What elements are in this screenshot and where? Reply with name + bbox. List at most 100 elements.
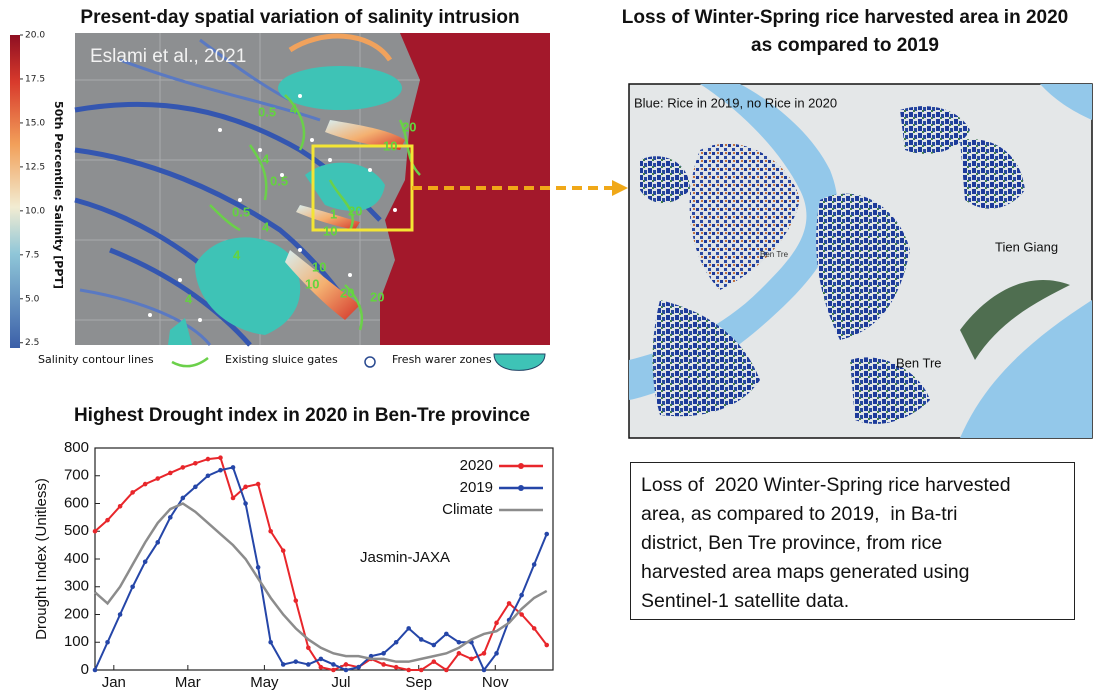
data-point: [130, 490, 135, 495]
data-point: [142, 559, 148, 565]
data-point: [155, 540, 161, 545]
plume: [288, 33, 393, 62]
contour-label: 1: [330, 206, 337, 221]
data-point: [293, 659, 299, 664]
y-tick-label: 300: [64, 578, 89, 595]
data-point: [167, 470, 173, 476]
y-tick-label: 700: [64, 467, 89, 484]
contour-label: 4: [262, 219, 270, 234]
data-point: [105, 639, 110, 645]
data-point: [243, 501, 248, 506]
description-box: Loss of 2020 Winter-Spring rice harveste…: [630, 462, 1075, 620]
y-tick-label: 0: [81, 661, 89, 678]
data-point: [456, 639, 462, 645]
contour-label: 10: [305, 276, 319, 291]
fresh-water-zone: [168, 318, 192, 345]
x-tick-label: Mar: [175, 674, 201, 691]
map-title: as compared to 2019: [751, 35, 939, 56]
legend-label: Existing sluice gates: [225, 353, 338, 366]
fresh-water-zone: [278, 66, 402, 110]
plot-frame: [94, 447, 554, 671]
data-point: [406, 667, 411, 673]
contour-label: 4: [262, 151, 270, 166]
data-point: [255, 565, 261, 570]
x-tick-label: Sep: [405, 674, 432, 691]
data-point: [393, 664, 399, 670]
line-chart: 0 100 200 300 400 500 600 700 800 Jan Mar May Jul Sep…: [64, 439, 554, 691]
data-point: [393, 639, 399, 645]
data-point: [180, 495, 186, 501]
data-point: [343, 662, 349, 667]
x-tick-label: May: [250, 674, 279, 691]
x-tick-label: Jan: [102, 674, 126, 691]
data-point: [293, 598, 299, 603]
legend-label: 2020: [460, 457, 493, 474]
contour-label: 4: [233, 247, 241, 262]
data-point: [306, 662, 311, 667]
data-point: [105, 517, 110, 523]
description-line: Sentinel-1 satellite data.: [641, 590, 850, 612]
data-point: [167, 515, 173, 520]
legend-marker: [518, 463, 524, 469]
salinity-plume: [285, 250, 360, 320]
sluice-gate: [238, 198, 242, 202]
sluice-gate: [280, 173, 284, 177]
sluice-gate: [310, 138, 314, 142]
rice-loss-area: [652, 300, 760, 417]
data-point: [268, 528, 273, 534]
legend-label: Climate: [442, 501, 493, 518]
colorbar-tick-label: 12.5: [25, 162, 45, 172]
data-point: [205, 473, 211, 479]
data-point: [331, 667, 336, 673]
data-point: [444, 667, 449, 673]
fresh-water-zone: [195, 237, 301, 335]
y-axis-label: Drought Index (Unitless): [33, 478, 50, 640]
colorbar-tick-label: 20.0: [25, 31, 45, 41]
contour-label: 20: [370, 289, 384, 304]
sluice-gate: [348, 273, 352, 277]
data-point: [268, 639, 273, 645]
colorbar-tick-label: 7.5: [25, 250, 39, 260]
data-point: [130, 584, 135, 590]
data-point: [318, 664, 324, 670]
contour-label: 20: [340, 285, 354, 300]
sluice-gate: [328, 158, 332, 162]
data-point: [280, 548, 286, 553]
data-point: [280, 662, 286, 667]
contour-label: 10: [383, 138, 397, 153]
legend-contour-swatch: [171, 357, 209, 368]
map-title: Present-day spatial variation of salinit…: [80, 7, 519, 28]
arrow-head: [612, 180, 628, 196]
rice-loss-area: [900, 106, 970, 154]
data-point: [481, 667, 487, 673]
data-point: [92, 667, 98, 673]
sea: [960, 300, 1092, 438]
sluice-gate: [368, 168, 372, 172]
colorbar-tick-label: 10.0: [25, 206, 45, 216]
map-title: Loss of Winter-Spring rice harvested are…: [622, 7, 1068, 28]
data-point: [142, 481, 148, 487]
sluice-gate: [298, 94, 302, 98]
contour-label: 0.5: [232, 204, 250, 219]
data-point: [155, 476, 161, 481]
rice-loss-area: [816, 193, 910, 340]
data-point: [494, 620, 499, 626]
sluice-gate: [198, 318, 202, 322]
legend-label: Salinity contour lines: [38, 353, 154, 366]
rice-loss-area: [689, 143, 800, 290]
river: [74, 101, 382, 347]
data-point: [205, 456, 211, 462]
data-point: [331, 662, 336, 667]
data-point: [381, 651, 386, 656]
place-label: Tien Giang: [995, 239, 1058, 254]
data-point: [481, 651, 487, 656]
legend-label: Fresh warer zones: [392, 353, 492, 366]
data-point: [230, 465, 236, 470]
contour-label: 4: [290, 101, 298, 116]
sluice-gate: [393, 208, 397, 212]
description-line: area, as compared to 2019, in Ba-tri: [641, 503, 958, 525]
legend-marker: [518, 485, 524, 491]
